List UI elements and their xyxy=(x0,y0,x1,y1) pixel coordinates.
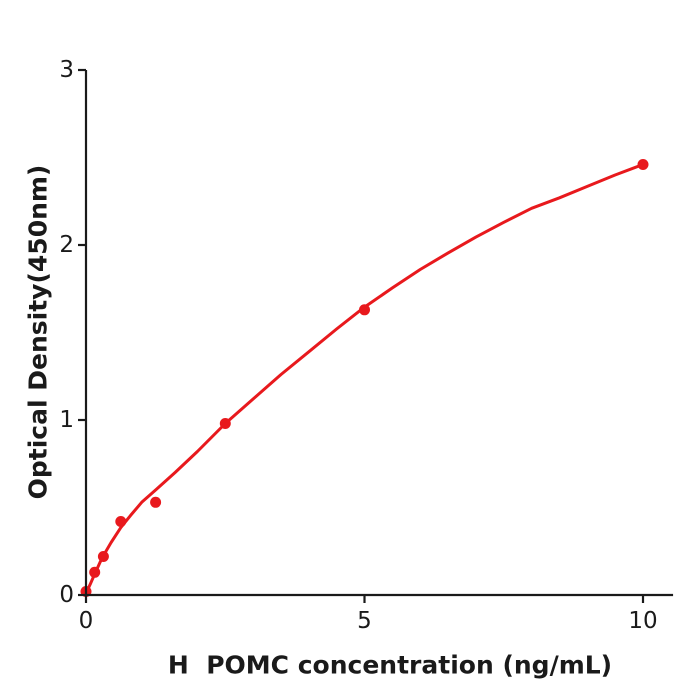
y-tick-label: 1 xyxy=(59,407,74,433)
fitted-curve-path xyxy=(84,163,645,595)
data-point xyxy=(637,159,649,170)
x-tick-label: 0 xyxy=(79,608,94,634)
data-point xyxy=(89,566,101,578)
data-point xyxy=(359,304,370,316)
y-tick-label: 3 xyxy=(59,57,74,83)
y-tick-label: 0 xyxy=(59,582,74,608)
x-tick-label: 5 xyxy=(357,608,372,634)
y-tick-label: 2 xyxy=(59,232,74,258)
x-axis-title: H POMC concentration (ng/mL) xyxy=(167,650,613,680)
data-point xyxy=(97,551,109,562)
data-point xyxy=(115,516,127,527)
data-point xyxy=(219,418,231,429)
x-tick-label: 10 xyxy=(628,608,657,634)
y-axis-title: Optical Density(450nm) xyxy=(23,164,53,500)
data-point xyxy=(150,496,162,508)
